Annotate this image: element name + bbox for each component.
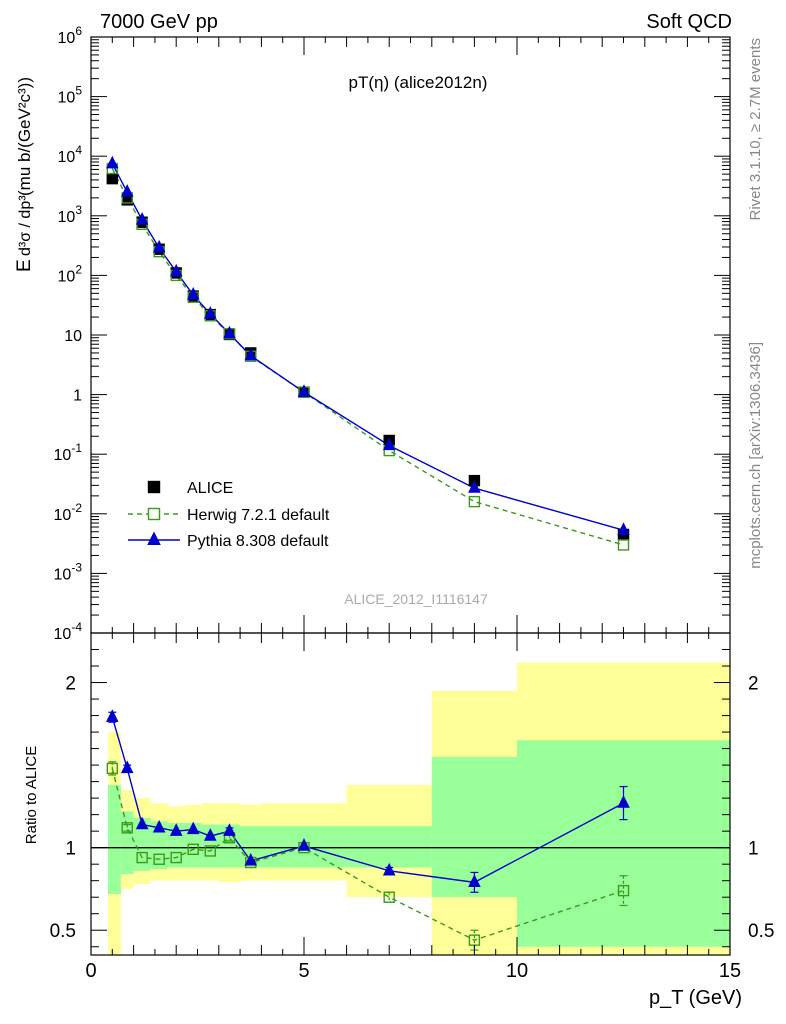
pythia-point xyxy=(203,306,217,319)
herwig-ratio-point xyxy=(136,851,148,864)
axes-group: 10-4 10-3 10-2 10-1 1 10 102 103 104 105 106 0 5 10 15… xyxy=(50,24,775,982)
pythia-ratio-point xyxy=(382,862,396,876)
pythia-point xyxy=(617,522,630,535)
header-right: Soft QCD xyxy=(646,11,732,33)
main-series-group xyxy=(105,155,630,551)
xtick-label: 0 xyxy=(85,960,96,982)
pythia-ratio-point xyxy=(135,816,149,830)
pythia-point xyxy=(468,480,481,493)
main-ytick-label: 102 xyxy=(58,262,83,285)
xtick-label: 10 xyxy=(506,960,528,982)
pythia-ratio-point xyxy=(617,795,630,808)
x-axis-label: p_T (GeV) xyxy=(649,987,742,1009)
band-inner-bin xyxy=(150,821,168,870)
pythia-point xyxy=(244,347,258,361)
herwig-ratio-point xyxy=(617,884,630,897)
pythia-ratio-point xyxy=(203,828,217,841)
pythia-point xyxy=(135,212,149,225)
main-ytick-label: 10 xyxy=(64,328,82,345)
pythia-ratio-point xyxy=(152,819,166,833)
herwig-ratio-point xyxy=(106,762,119,775)
legend: ALICE Herwig 7.2.1 default Pythia 8.308 de… xyxy=(128,480,330,550)
pythia-ratio-point xyxy=(223,823,236,836)
herwig-point xyxy=(468,495,481,508)
herwig-point xyxy=(617,539,630,551)
band-inner-bin xyxy=(517,740,730,947)
main-ytick-label: 105 xyxy=(58,84,83,107)
main-ytick-label: 10-2 xyxy=(54,501,83,524)
herwig-ratio-point xyxy=(187,843,199,856)
ratio-ytick-label: 1 xyxy=(65,839,76,860)
legend-marker-alice xyxy=(147,480,161,494)
pythia-ratio-point xyxy=(468,874,481,888)
pythia-ratio-point xyxy=(120,760,134,774)
side-label-bottom: mcplots.cern.ch [arXiv:1306.3436] xyxy=(747,342,764,569)
ratio-uncertainty-bands xyxy=(108,662,730,955)
pythia-ratio-point xyxy=(297,838,311,851)
pythia-ratio-point xyxy=(169,823,183,836)
pythia-ratio-point xyxy=(186,821,200,835)
main-ytick-label: 10-4 xyxy=(54,620,83,643)
herwig-ratio-point xyxy=(204,845,216,857)
watermark: ALICE_2012_I1116147 xyxy=(344,591,488,607)
pythia-point xyxy=(120,184,134,197)
legend-marker-herwig xyxy=(147,507,161,521)
ratio-ytick-label: 2 xyxy=(65,674,76,695)
pythia-point xyxy=(382,437,396,451)
ratio-ytick-label-right: 0.5 xyxy=(748,921,774,942)
plot-title: pT(η) (alice2012n) xyxy=(349,73,488,92)
main-ytick-label: 1 xyxy=(73,388,82,405)
legend-marker-pythia xyxy=(147,531,161,546)
band-inner-bin xyxy=(120,811,134,875)
header-left: 7000 GeV pp xyxy=(100,11,218,33)
pythia-point xyxy=(223,325,236,339)
legend-label: Pythia 8.308 default xyxy=(187,533,329,550)
pythia-line xyxy=(111,163,624,531)
y-axis-label-e: E xyxy=(14,259,35,272)
alice-point xyxy=(106,172,119,185)
main-ytick-label: 10-1 xyxy=(54,441,83,464)
herwig-ratio-point xyxy=(383,891,395,903)
main-ytick-label: 10-3 xyxy=(54,560,83,583)
xtick-label: 5 xyxy=(298,960,309,982)
y-axis-label-units: (mu b/(GeV²c³)) xyxy=(15,77,34,196)
pythia-point xyxy=(169,263,183,277)
legend-label: Herwig 7.2.1 default xyxy=(187,507,330,524)
pythia-point xyxy=(297,384,311,397)
y-axis-label: E d³σ / dp³ (mu b/(GeV²c³)) xyxy=(14,77,35,272)
main-ytick-label: 103 xyxy=(58,203,83,226)
ratio-ytick-label-right: 1 xyxy=(748,839,759,860)
ratio-ytick-label: 0.5 xyxy=(50,921,76,942)
main-ytick-label: 104 xyxy=(58,143,83,166)
pythia-point xyxy=(186,287,200,300)
main-ytick-label: 106 xyxy=(58,24,83,47)
herwig-ratio-line xyxy=(111,768,624,941)
y-axis-label-fraction: d³σ / dp³ xyxy=(17,195,34,256)
band-inner-bin xyxy=(108,784,121,894)
legend-label: ALICE xyxy=(187,480,233,497)
herwig-ratio-point xyxy=(153,853,165,865)
side-label-top: Rivet 3.1.10, ≥ 2.7M events xyxy=(747,38,764,221)
herwig-ratio-point xyxy=(121,822,133,834)
ratio-series-group xyxy=(105,709,630,951)
pythia-ratio-point xyxy=(105,709,119,722)
xtick-label: 15 xyxy=(719,960,741,982)
band-inner-bin xyxy=(346,826,432,868)
pythia-point xyxy=(105,155,119,169)
band-inner-bin xyxy=(133,817,151,871)
ratio-y-axis-label: Ratio to ALICE xyxy=(23,746,40,844)
pythia-ratio-point xyxy=(244,852,258,866)
herwig-ratio-point xyxy=(170,851,182,864)
pythia-point xyxy=(152,239,166,253)
ratio-ytick-label-right: 2 xyxy=(748,674,759,695)
